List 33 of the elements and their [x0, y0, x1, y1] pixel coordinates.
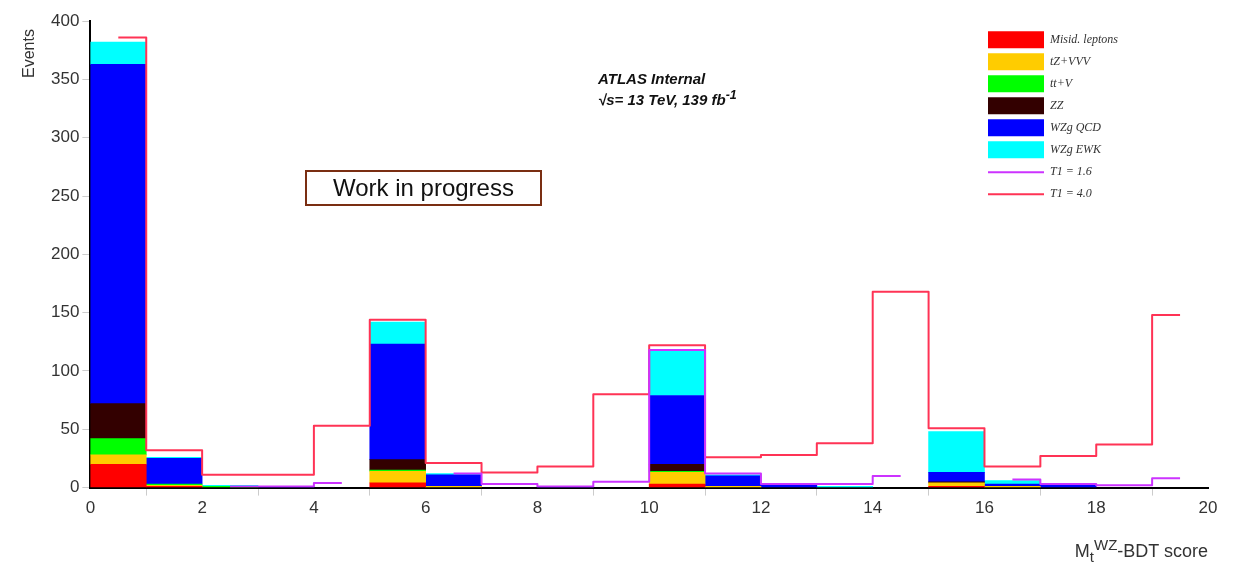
y-tick-label: 150: [50, 302, 80, 322]
legend-label: T1 = 1.6: [1050, 164, 1092, 179]
legend-label: Misid. leptons: [1049, 32, 1119, 47]
x-tick-label: 10: [639, 498, 659, 518]
y-tick-label: 350: [50, 69, 80, 89]
annotation: ATLAS Internal: [598, 70, 706, 87]
x-tick-label: 0: [85, 498, 96, 518]
y-tick-label: 50: [60, 418, 80, 438]
x-tick-label: 20: [1198, 498, 1218, 518]
y-tick-label: 100: [50, 360, 80, 380]
annotation: Work in progress: [305, 170, 542, 206]
x-tick-label: 4: [309, 498, 319, 518]
y-axis-title: Events: [20, 29, 38, 78]
y-tick-label: 200: [50, 244, 80, 264]
legend-label: tZ+VVV: [1050, 54, 1092, 69]
legend-label: WZg QCD: [1050, 120, 1102, 135]
y-tick-label: 0: [69, 477, 80, 497]
y-tick-label: 400: [50, 10, 80, 30]
x-tick-label: 12: [751, 498, 771, 518]
y-tick-label: 300: [50, 127, 80, 147]
legend-label: WZg EWK: [1050, 142, 1102, 157]
annotation: √s= 13 TeV, 139 fb$^{-1}$: [598, 88, 737, 108]
x-tick-label: 2: [197, 498, 207, 518]
x-tick-label: 6: [420, 498, 431, 518]
legend-label: T1 = 4.0: [1050, 186, 1092, 201]
y-tick-label: 250: [50, 185, 80, 205]
x-tick-label: 18: [1086, 498, 1106, 518]
x-tick-label: 16: [975, 498, 994, 518]
legend-label: ZZ: [1050, 98, 1064, 113]
x-tick-label: 8: [532, 498, 543, 518]
legend-label: tt+V: [1050, 76, 1074, 91]
x-tick-label: 14: [863, 498, 883, 518]
x-axis-title: M$_{t}$$^{WZ}$-BDT score: [1074, 536, 1208, 565]
